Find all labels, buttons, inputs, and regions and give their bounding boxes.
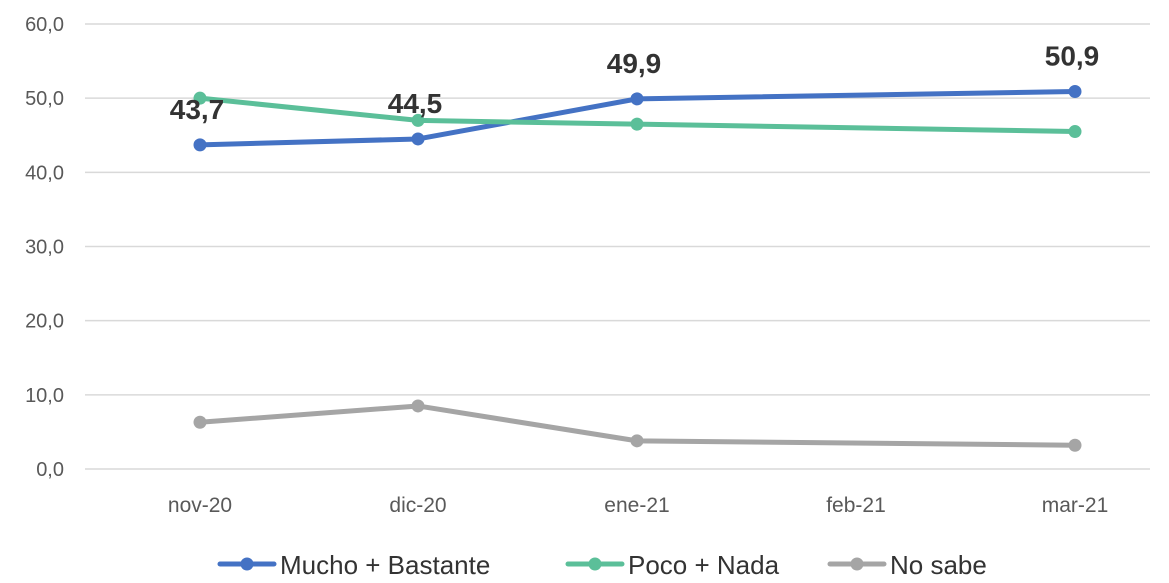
data-point — [411, 132, 425, 146]
data-label: 44,5 — [388, 88, 443, 119]
legend-item: No sabe — [827, 550, 987, 580]
legend: Mucho + Bastante Poco + Nada No sabe — [217, 550, 987, 580]
data-point — [411, 399, 425, 413]
y-tick-label: 10,0 — [25, 385, 64, 407]
data-point — [1068, 84, 1082, 98]
data-point — [630, 434, 644, 448]
series-line — [197, 88, 1078, 148]
legend-marker — [240, 557, 254, 571]
series-poco-nada — [193, 91, 1082, 139]
series-line — [197, 403, 1078, 448]
series-layer — [193, 84, 1082, 452]
data-label: 43,7 — [170, 94, 225, 125]
data-point — [411, 113, 425, 127]
x-tick-label: nov-20 — [168, 494, 232, 517]
legend-item: Mucho + Bastante — [217, 550, 490, 580]
legend-label: Poco + Nada — [628, 550, 780, 580]
data-point — [193, 138, 207, 152]
data-point — [630, 92, 644, 106]
x-axis: nov-20 dic-20 ene-21 feb-21 mar-21 — [168, 494, 1108, 517]
x-tick-label: dic-20 — [389, 494, 446, 517]
y-tick-label: 50,0 — [25, 88, 64, 110]
data-label: 49,9 — [607, 48, 662, 79]
y-tick-label: 0,0 — [36, 459, 64, 481]
x-tick-label: ene-21 — [604, 494, 669, 517]
y-tick-label: 60,0 — [25, 14, 64, 36]
data-labels-layer: 43,7 44,5 49,9 50,9 — [170, 40, 1100, 124]
series-no-sabe — [193, 399, 1082, 452]
grid-layer — [85, 23, 1150, 470]
legend-marker — [850, 557, 864, 571]
series-line — [197, 95, 1078, 135]
data-point — [193, 415, 207, 429]
x-tick-label: mar-21 — [1042, 494, 1109, 517]
data-point — [1068, 125, 1082, 139]
data-label: 50,9 — [1045, 40, 1100, 71]
series-mucho-bastante — [193, 84, 1082, 152]
legend-label: Mucho + Bastante — [280, 550, 490, 580]
y-tick-label: 20,0 — [25, 311, 64, 333]
y-tick-label: 30,0 — [25, 237, 64, 259]
legend-item: Poco + Nada — [565, 550, 780, 580]
data-point — [193, 91, 207, 105]
legend-marker — [588, 557, 602, 571]
x-tick-label: feb-21 — [826, 494, 886, 517]
data-point — [630, 117, 644, 131]
legend-label: No sabe — [890, 550, 987, 580]
y-axis: 0,0 10,0 20,0 30,0 40,0 50,0 60,0 — [25, 14, 64, 481]
data-point — [1068, 438, 1082, 452]
y-tick-label: 40,0 — [25, 162, 64, 184]
